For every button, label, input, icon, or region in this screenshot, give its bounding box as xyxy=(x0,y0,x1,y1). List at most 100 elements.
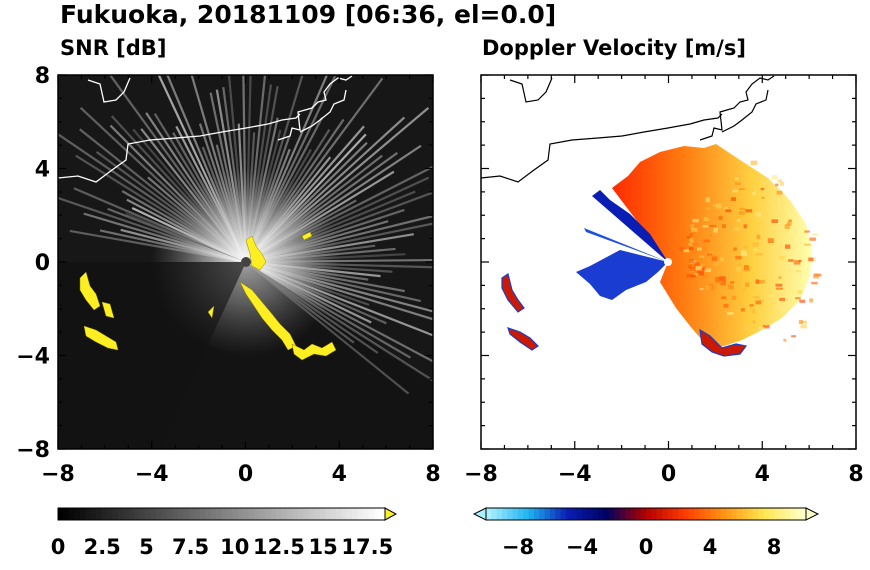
velocity-speckle xyxy=(786,221,792,226)
snr-colorbar-segment xyxy=(352,508,359,520)
snr-colorbar-segment xyxy=(325,508,331,520)
snr-colorbar-tick-label: 0 xyxy=(51,535,66,559)
velocity-speckle xyxy=(809,298,814,303)
velocity-colorbar-segment xyxy=(555,508,562,520)
velocity-speckle xyxy=(726,311,734,315)
velocity-speckle xyxy=(775,183,779,187)
velocity-speckle xyxy=(735,255,742,260)
velocity-speckle xyxy=(785,244,791,249)
velocity-speckle xyxy=(775,283,783,287)
velocity-speckle xyxy=(735,266,741,272)
snr-colorbar-segment xyxy=(167,508,173,520)
velocity-speckle xyxy=(777,179,782,183)
velocity-colorbar-tick-label: 4 xyxy=(703,535,718,559)
velocity-colorbar-segment xyxy=(747,508,754,520)
snr-axes: −8 −4 0 4 8 8 4 0 −4 −8 xyxy=(16,64,440,487)
velocity-speckle xyxy=(788,259,794,262)
snr-colorbar-segment xyxy=(303,508,310,520)
velocity-speckle xyxy=(752,242,759,247)
snr-colorbar-segment xyxy=(101,508,108,520)
velocity-speckle xyxy=(702,245,708,251)
snr-colorbar-segment xyxy=(194,508,201,520)
velocity-speckle xyxy=(713,227,719,233)
velocity-colorbar-segment xyxy=(635,508,642,520)
velocity-speckle xyxy=(720,257,724,261)
velocity-colorbar-segment xyxy=(672,508,679,520)
snr-colorbar-segment xyxy=(156,508,162,520)
velocity-speckle xyxy=(694,273,699,276)
velocity-speckle xyxy=(799,299,806,303)
velocity-speckle xyxy=(743,245,748,249)
velocity-colorbar-segment xyxy=(630,508,636,520)
snr-colorbar-segment xyxy=(314,508,320,520)
velocity-colorbar-segment xyxy=(758,508,764,520)
velocity-outbound-echo xyxy=(612,144,812,350)
velocity-clutter-west-1 xyxy=(501,273,525,313)
snr-colorbar-segment xyxy=(346,508,353,520)
velocity-speckle xyxy=(745,282,750,287)
velocity-speckle xyxy=(705,285,713,290)
velocity-colorbar-segment xyxy=(624,508,631,520)
velocity-radar-site xyxy=(664,258,672,266)
snr-y-tick-label: −8 xyxy=(16,438,50,463)
velocity-speckle xyxy=(688,247,694,251)
velocity-colorbar-segment xyxy=(640,508,647,520)
velocity-colorbar-segment xyxy=(688,508,695,520)
snr-colorbar-segment xyxy=(63,508,70,520)
velocity-colorbar-segment xyxy=(502,508,508,520)
velocity-speckle xyxy=(691,228,698,232)
snr-colorbar-segment xyxy=(145,508,152,520)
velocity-axes: −8 −4 0 4 8 xyxy=(464,74,864,487)
velocity-coastline xyxy=(481,113,723,183)
snr-clutter-west-3 xyxy=(83,325,119,351)
velocity-colorbar-segment xyxy=(614,508,620,520)
velocity-speckle xyxy=(689,238,694,243)
velocity-colorbar-segment xyxy=(715,508,722,520)
velocity-speckle xyxy=(755,279,759,284)
snr-x-tick-label: −4 xyxy=(135,462,169,487)
velocity-colorbar-segment xyxy=(774,508,780,520)
snr-colorbar-segment xyxy=(85,508,92,520)
velocity-speckle xyxy=(752,191,756,196)
snr-colorbar-segment xyxy=(74,508,81,520)
velocity-colorbar-segment xyxy=(534,508,540,520)
velocity-speckle xyxy=(797,289,803,294)
snr-colorbar-segment xyxy=(270,508,277,520)
velocity-clutter-west-2 xyxy=(507,327,539,351)
velocity-x-tick-label: 8 xyxy=(848,462,863,487)
snr-colorbar-tick-label: 15 xyxy=(309,535,338,559)
velocity-speckle xyxy=(700,267,707,271)
snr-clutter-west-1 xyxy=(79,271,101,311)
velocity-speckle xyxy=(776,287,783,290)
velocity-speckle xyxy=(804,230,810,233)
snr-clutter-west-2 xyxy=(101,301,115,319)
snr-colorbar-segment xyxy=(379,508,386,520)
velocity-speckle xyxy=(689,259,694,264)
velocity-speckle xyxy=(738,211,745,215)
velocity-speckle xyxy=(740,251,748,257)
velocity-speckle xyxy=(712,260,719,266)
velocity-speckle xyxy=(809,237,816,241)
velocity-colorbar-segment xyxy=(651,508,658,520)
velocity-speckle xyxy=(750,160,758,166)
velocity-colorbar-tick-label: 8 xyxy=(767,535,782,559)
velocity-speckle xyxy=(690,274,696,278)
velocity-colorbar-segment xyxy=(763,508,770,520)
velocity-speckle xyxy=(756,253,763,256)
velocity-colorbar-segment xyxy=(662,508,668,520)
velocity-colorbar-segment xyxy=(694,508,700,520)
snr-coastline xyxy=(58,113,301,183)
velocity-colorbar-segment xyxy=(560,508,567,520)
velocity-speckle xyxy=(692,218,699,223)
velocity-speckle xyxy=(689,233,694,237)
velocity-colorbar-segment xyxy=(587,508,594,520)
velocity-speckle xyxy=(760,187,765,191)
snr-y-tick-label: 8 xyxy=(35,64,50,89)
snr-colorbar-segment xyxy=(68,508,75,520)
snr-colorbar-segment xyxy=(297,508,304,520)
velocity-colorbar-segment xyxy=(736,508,743,520)
velocity-colorbar-extend-high xyxy=(805,507,820,521)
velocity-colorbar-segment xyxy=(496,508,503,520)
velocity-colorbar-segment xyxy=(544,508,551,520)
